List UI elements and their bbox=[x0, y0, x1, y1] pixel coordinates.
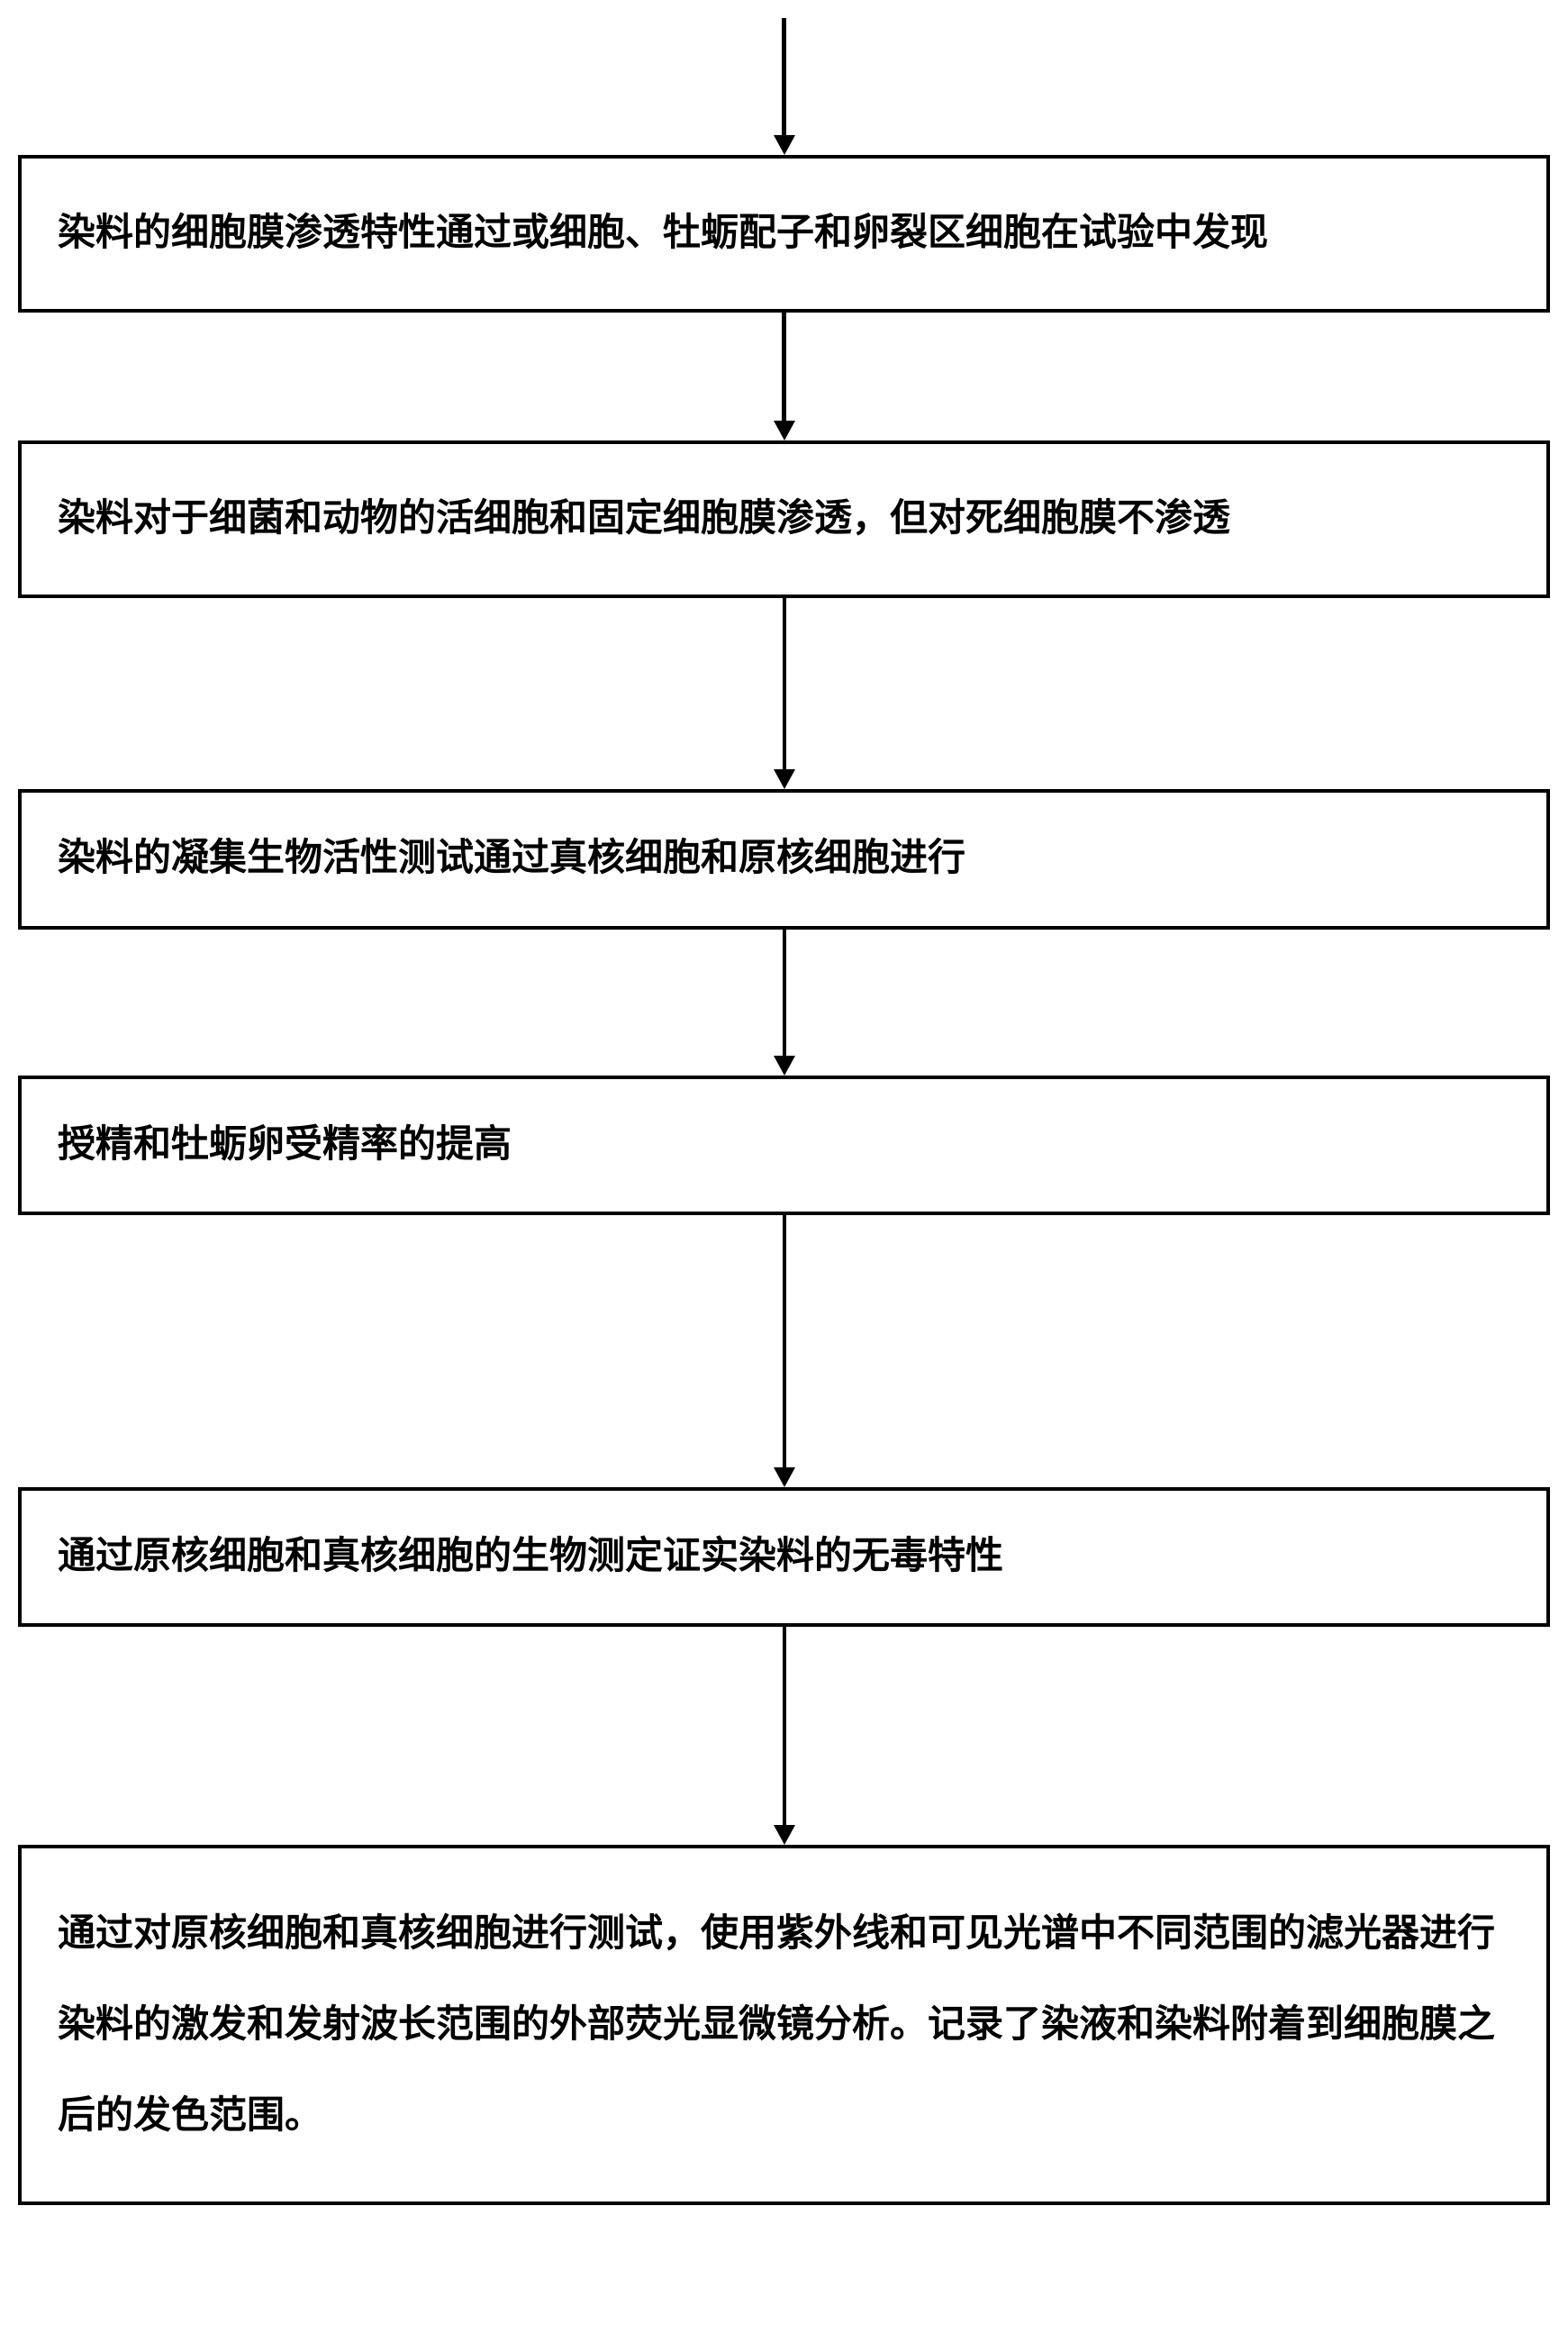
flowchart-box-5: 通过对原核细胞和真核细胞进行测试，使用紫外线和可见光谱中不同范围的滤光器进行染料… bbox=[18, 1845, 1550, 2205]
box-text-4: 通过原核细胞和真核细胞的生物测定证实染料的无毒特性 bbox=[58, 1536, 1003, 1577]
box-text-5: 通过对原核细胞和真核细胞进行测试，使用紫外线和可见光谱中不同范围的滤光器进行染料… bbox=[58, 1913, 1495, 2137]
arrow-head-4 bbox=[774, 1467, 795, 1487]
arrow-line-1 bbox=[782, 313, 786, 421]
flowchart-box-4: 通过原核细胞和真核细胞的生物测定证实染料的无毒特性 bbox=[18, 1487, 1550, 1627]
arrow-head-3 bbox=[774, 1056, 795, 1076]
box-text-0: 染料的细胞膜渗透特性通过或细胞、牡蛎配子和卵裂区细胞在试验中发现 bbox=[58, 213, 1268, 254]
arrow-line-4 bbox=[783, 1215, 786, 1467]
arrow-line-0 bbox=[782, 18, 786, 135]
arrow-head-2 bbox=[774, 769, 795, 789]
flowchart-box-1: 染料对于细菌和动物的活细胞和固定细胞膜渗透，但对死细胞膜不渗透 bbox=[18, 440, 1550, 598]
arrow-head-1 bbox=[774, 421, 795, 440]
arrow-3 bbox=[774, 930, 795, 1076]
arrow-1 bbox=[774, 313, 795, 440]
flowchart-box-0: 染料的细胞膜渗透特性通过或细胞、牡蛎配子和卵裂区细胞在试验中发现 bbox=[18, 155, 1550, 313]
arrow-2 bbox=[774, 598, 795, 789]
arrow-line-5 bbox=[783, 1627, 786, 1825]
arrow-line-2 bbox=[783, 598, 786, 769]
arrow-line-3 bbox=[783, 930, 786, 1056]
arrow-4 bbox=[774, 1215, 795, 1487]
box-text-3: 授精和牡蛎卵受精率的提高 bbox=[58, 1124, 512, 1166]
flowchart-box-3: 授精和牡蛎卵受精率的提高 bbox=[18, 1076, 1550, 1215]
flowchart-container: 染料的细胞膜渗透特性通过或细胞、牡蛎配子和卵裂区细胞在试验中发现 染料对于细菌和… bbox=[18, 18, 1550, 2205]
box-text-2: 染料的凝集生物活性测试通过真核细胞和原核细胞进行 bbox=[58, 838, 965, 879]
arrow-head-5 bbox=[774, 1825, 795, 1845]
arrow-0 bbox=[774, 18, 795, 155]
arrow-head-0 bbox=[774, 135, 795, 155]
arrow-5 bbox=[774, 1627, 795, 1845]
box-text-1: 染料对于细菌和动物的活细胞和固定细胞膜渗透，但对死细胞膜不渗透 bbox=[58, 498, 1230, 540]
flowchart-box-2: 染料的凝集生物活性测试通过真核细胞和原核细胞进行 bbox=[18, 789, 1550, 929]
